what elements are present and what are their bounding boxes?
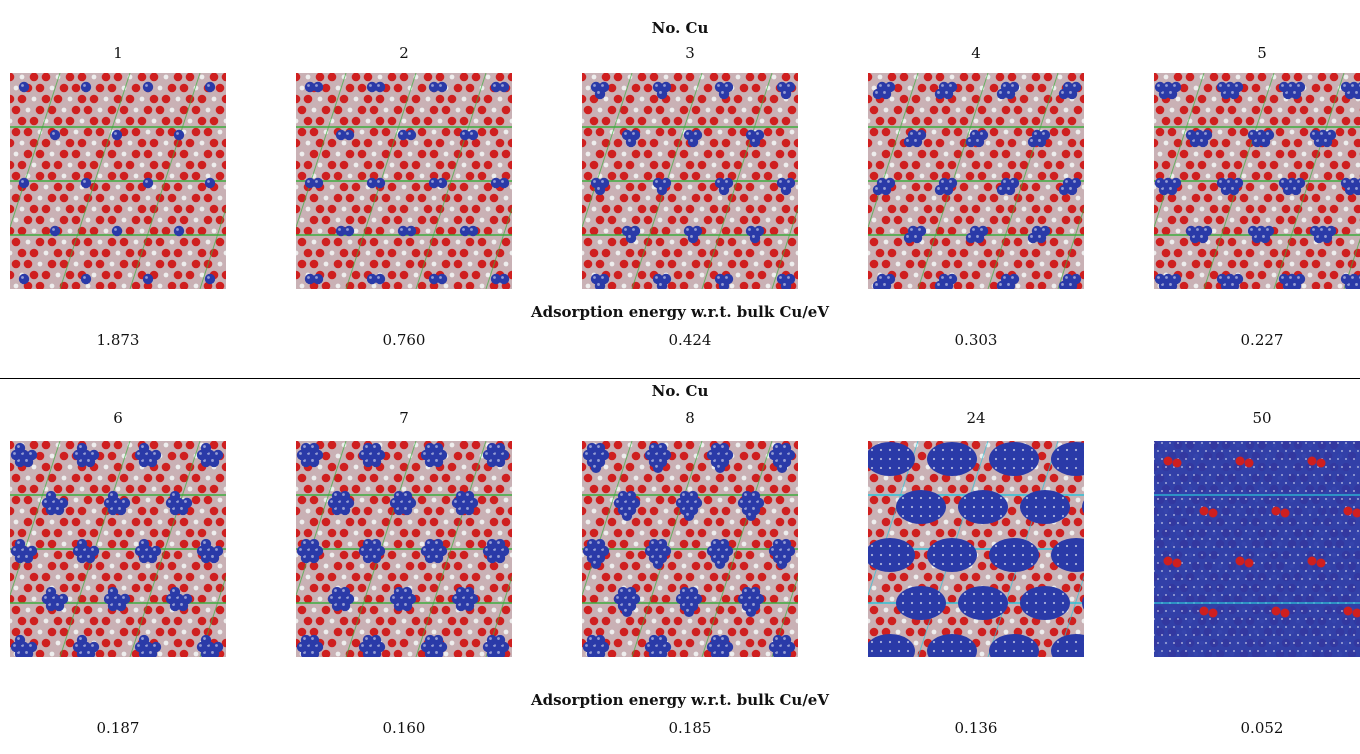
row2-count-label-5: 50 <box>1252 409 1272 427</box>
structure-image-cu50 <box>1154 441 1360 657</box>
row2-count-label-2: 7 <box>399 409 409 427</box>
row-divider <box>0 378 1360 379</box>
structure-svg <box>296 441 512 657</box>
structure-image-cu5 <box>1154 73 1360 289</box>
structure-svg <box>1154 73 1360 289</box>
row2-energy-value-1: 0.187 <box>96 719 140 737</box>
structure-svg <box>868 73 1084 289</box>
structure-svg <box>10 73 226 289</box>
row2-energy-value-2: 0.160 <box>382 719 426 737</box>
row2-energy-value-4: 0.136 <box>954 719 998 737</box>
row1-energy-value-4: 0.303 <box>954 331 998 349</box>
row1-header: No. Cu <box>651 19 709 37</box>
structure-image-cu6 <box>10 441 226 657</box>
row1-count-label-4: 4 <box>971 44 981 62</box>
structure-image-cu8 <box>582 441 798 657</box>
row1-energy-value-1: 1.873 <box>96 331 140 349</box>
structure-image-cu3 <box>582 73 798 289</box>
structure-svg <box>868 441 1084 657</box>
row2-energy-header: Adsorption energy w.r.t. bulk Cu/eV <box>530 691 829 709</box>
row2-count-label-1: 6 <box>113 409 123 427</box>
row1-energy-header: Adsorption energy w.r.t. bulk Cu/eV <box>530 303 829 321</box>
row2-energy-value-5: 0.052 <box>1240 719 1284 737</box>
row1-energy-value-3: 0.424 <box>668 331 712 349</box>
row1-energy-value-2: 0.760 <box>382 331 426 349</box>
structure-svg <box>296 73 512 289</box>
row2-count-label-3: 8 <box>685 409 695 427</box>
structure-svg <box>10 441 226 657</box>
row2-energy-value-3: 0.185 <box>668 719 712 737</box>
row1-count-label-2: 2 <box>399 44 409 62</box>
row1-energy-value-5: 0.227 <box>1240 331 1284 349</box>
structure-image-cu2 <box>296 73 512 289</box>
structure-image-cu4 <box>868 73 1084 289</box>
structure-svg <box>582 441 798 657</box>
row1-count-label-1: 1 <box>113 44 123 62</box>
structure-svg <box>1154 441 1360 657</box>
row1-count-label-5: 5 <box>1257 44 1267 62</box>
row2-count-label-4: 24 <box>966 409 986 427</box>
structure-image-cu24 <box>868 441 1084 657</box>
row1-count-label-3: 3 <box>685 44 695 62</box>
structure-svg <box>582 73 798 289</box>
row2-header: No. Cu <box>651 382 709 400</box>
structure-image-cu7 <box>296 441 512 657</box>
structure-image-cu1 <box>10 73 226 289</box>
